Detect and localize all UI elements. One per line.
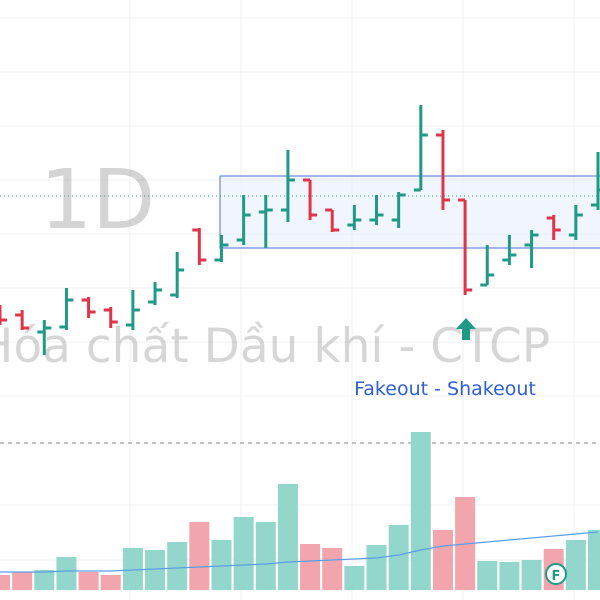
volume-bar: [588, 530, 600, 590]
volume-bar: [410, 432, 431, 590]
arrow-up: [456, 318, 476, 340]
badge-circle: [545, 563, 567, 585]
volume-bar: [145, 550, 166, 590]
volume-bar: [34, 570, 55, 590]
badge[interactable]: F: [552, 569, 561, 584]
volume-bar: [100, 575, 121, 590]
volume-bar: [499, 562, 520, 590]
volume-bar: [388, 525, 409, 590]
volume-bar: [12, 572, 33, 590]
volume-bar: [432, 530, 453, 590]
volume-bar: [167, 542, 188, 590]
volume-bar: [477, 561, 498, 590]
watermark-interval: 1D: [40, 153, 155, 248]
volume-bar: [122, 548, 143, 590]
volume-bar: [0, 575, 10, 590]
volume-bar: [189, 522, 210, 590]
volume-bar: [521, 560, 542, 590]
price-pane: [0, 105, 600, 355]
volume-bar: [322, 548, 343, 590]
volume-bar: [211, 540, 232, 590]
volume-bar: [300, 544, 321, 590]
volume-bar: [78, 572, 99, 590]
annotation: Fakeout - Shakeout: [354, 378, 536, 400]
volume-bar: [366, 545, 387, 590]
volume-pane: [0, 432, 600, 590]
volume-ma: [0, 531, 599, 573]
volume-bar: [255, 522, 276, 590]
range-box: [219, 175, 600, 249]
volume-bar: [233, 517, 254, 590]
volume-bar: [56, 557, 77, 590]
volume-bar: [344, 566, 365, 590]
volume-bar: [277, 484, 298, 590]
volume-bar: [565, 540, 586, 590]
